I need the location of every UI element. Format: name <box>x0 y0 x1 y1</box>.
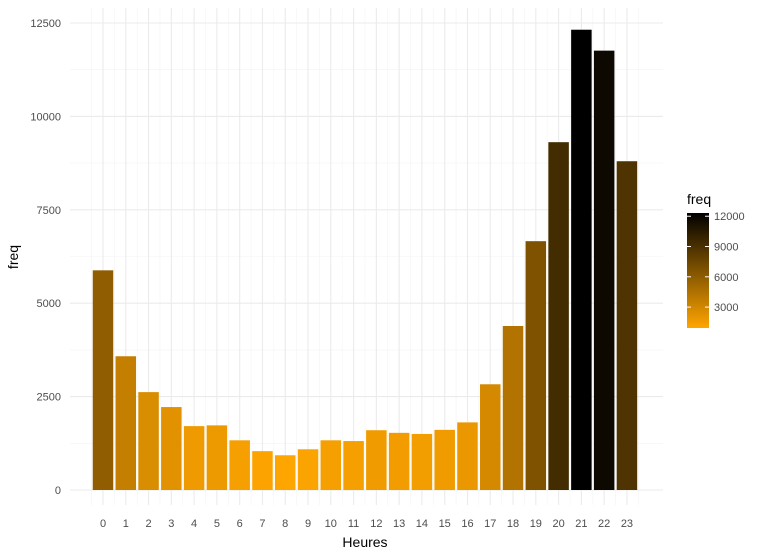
bar-hour-21 <box>571 29 592 491</box>
legend: freq 3000 6000 9000 12000 <box>687 191 745 328</box>
x-axis-ticks: 0 1 2 3 4 5 6 7 8 9 10 11 12 13 14 15 16 17 18 19 20 21 22 23 <box>100 518 633 530</box>
bar-hour-6 <box>229 440 250 490</box>
bar-hour-19 <box>525 241 547 490</box>
bar-hour-14 <box>411 433 433 490</box>
x-tick-label: 7 <box>259 518 265 530</box>
x-tick-label: 0 <box>100 518 106 530</box>
bar-hour-13 <box>388 432 410 490</box>
bar-hour-20 <box>548 142 569 490</box>
y-tick-label: 7500 <box>37 205 61 217</box>
x-tick-label: 15 <box>439 518 451 530</box>
bar-hour-16 <box>457 422 478 490</box>
x-tick-label: 2 <box>145 518 151 530</box>
y-tick-label: 5000 <box>37 298 61 310</box>
x-tick-label: 5 <box>214 518 220 530</box>
bar-hour-22 <box>593 50 615 491</box>
x-tick-label: 21 <box>575 518 587 530</box>
bar-hour-7 <box>252 451 273 490</box>
x-tick-label: 17 <box>484 518 496 530</box>
legend-tick-label: 12000 <box>714 211 745 223</box>
bar-hour-11 <box>343 441 364 490</box>
x-tick-label: 20 <box>552 518 564 530</box>
bar-hour-3 <box>161 407 182 490</box>
legend-tick-label: 6000 <box>714 272 738 284</box>
bar-hour-23 <box>616 161 638 490</box>
bar-hour-12 <box>366 430 387 490</box>
y-tick-label: 0 <box>55 485 61 497</box>
y-tick-label: 10000 <box>30 111 61 123</box>
legend-tick-label: 9000 <box>714 242 738 254</box>
legend-tick-label: 3000 <box>714 302 738 314</box>
bar-hour-2 <box>138 392 159 490</box>
y-tick-label: 12500 <box>30 18 61 30</box>
bar-hour-10 <box>320 440 342 490</box>
x-tick-label: 14 <box>416 518 428 530</box>
bar-hour-5 <box>206 425 228 490</box>
x-tick-label: 19 <box>530 518 542 530</box>
x-tick-label: 22 <box>598 518 610 530</box>
bar-hour-8 <box>274 455 296 490</box>
x-tick-label: 12 <box>370 518 382 530</box>
legend-colorbar <box>687 213 709 328</box>
x-tick-label: 10 <box>325 518 337 530</box>
y-axis-title: freq <box>5 245 21 269</box>
bar-hour-1 <box>115 356 137 490</box>
x-tick-label: 18 <box>507 518 519 530</box>
x-tick-label: 4 <box>191 518 197 530</box>
x-tick-label: 11 <box>348 518 359 530</box>
bars <box>92 29 638 491</box>
y-tick-label: 2500 <box>37 392 61 404</box>
x-tick-label: 8 <box>282 518 288 530</box>
x-tick-label: 23 <box>621 518 633 530</box>
x-tick-label: 9 <box>305 518 311 530</box>
bar-hour-0 <box>92 270 114 490</box>
x-tick-label: 13 <box>393 518 405 530</box>
bar-hour-4 <box>183 426 205 490</box>
bar-hour-15 <box>434 429 455 490</box>
x-tick-label: 3 <box>168 518 174 530</box>
x-tick-label: 16 <box>461 518 473 530</box>
bar-hour-17 <box>480 384 501 490</box>
x-tick-label: 1 <box>123 518 129 530</box>
bar-hour-9 <box>297 449 319 490</box>
x-tick-label: 6 <box>237 518 243 530</box>
y-axis-ticks: 0 2500 5000 7500 10000 12500 <box>30 18 61 497</box>
bar-hour-18 <box>502 325 524 490</box>
legend-title: freq <box>687 191 711 207</box>
x-axis-title: Heures <box>342 534 387 550</box>
